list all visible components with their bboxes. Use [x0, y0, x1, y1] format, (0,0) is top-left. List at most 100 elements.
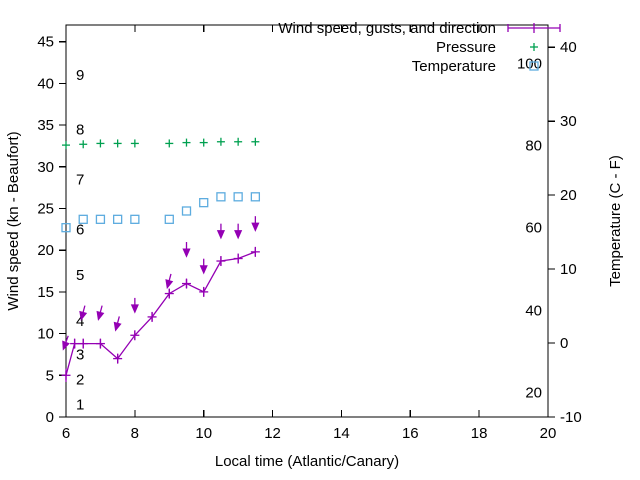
- wind-speed-point: [199, 286, 209, 297]
- legend-square: [529, 61, 539, 71]
- wind-direction-arrow: [234, 223, 243, 240]
- y-tick-label: 35: [37, 117, 54, 134]
- wind-speed-series: [61, 246, 260, 382]
- wind-speed-point: [250, 246, 260, 257]
- wind-speed-point: [113, 353, 123, 364]
- y-tick-label: 30: [37, 159, 54, 176]
- y-axis-ticks: 0 5 10 15 20 25 30 35 40 45: [37, 34, 66, 426]
- wind-direction-arrow: [251, 216, 260, 232]
- wind-direction-arrow: [113, 316, 122, 332]
- y-tick-label: 40: [37, 75, 54, 92]
- y-axis-title: Wind speed (kn - Beaufort): [5, 131, 22, 310]
- arrow-head: [130, 304, 139, 314]
- fahrenheit-label: 20: [525, 385, 542, 402]
- arrow-head: [234, 230, 243, 240]
- wind-speed-point: [147, 311, 157, 322]
- beaufort-label: 6: [76, 221, 84, 238]
- y2-tick-label: -10: [560, 409, 582, 426]
- y2-axis-ticks: -10 0 10 20 30 40: [548, 39, 582, 426]
- wind-direction-arrow: [79, 305, 88, 321]
- temperature-series: [61, 192, 261, 233]
- temperature-point: [78, 214, 88, 224]
- wind-speed-point: [182, 278, 191, 289]
- y-tick-label: 0: [46, 409, 54, 426]
- wind-direction-arrow: [165, 273, 174, 290]
- beaufort-label: 5: [76, 267, 84, 284]
- y2-tick-label: 0: [560, 335, 568, 352]
- wind-speed-line: [65, 251, 256, 376]
- temperature-point: [130, 214, 140, 224]
- wind-speed-point: [216, 256, 226, 267]
- y2-tick-label: 10: [560, 261, 577, 278]
- wind-direction-arrow: [96, 305, 105, 321]
- beaufort-scale-labels: 1 2 3 4 5 6 7 8 9: [76, 67, 84, 413]
- arrow-head: [113, 321, 122, 332]
- y-tick-label: 20: [37, 242, 54, 259]
- arrow-head: [165, 279, 174, 290]
- arrow-head: [251, 222, 260, 232]
- wind-direction-arrow: [199, 258, 208, 275]
- y-tick-label: 15: [37, 284, 54, 301]
- temperature-point: [216, 192, 226, 202]
- x-tick-label: 8: [131, 425, 139, 442]
- beaufort-label: 3: [76, 346, 84, 363]
- wind-speed-point: [78, 338, 88, 349]
- legend-label: Pressure: [436, 39, 496, 56]
- y2-tick-label: 40: [560, 39, 577, 56]
- wind-speed-point: [233, 253, 243, 264]
- chart-legend: Wind speed, gusts, and direction Pressure…: [278, 20, 561, 75]
- fahrenheit-label: 40: [525, 302, 542, 319]
- arrow-head: [182, 248, 191, 258]
- y-tick-label: 5: [46, 367, 54, 384]
- pressure-point: [130, 139, 139, 148]
- legend-entry: Temperature: [412, 58, 539, 75]
- temperature-point: [95, 214, 106, 224]
- wind-speed-point: [130, 330, 140, 341]
- y-tick-label: 10: [37, 326, 54, 343]
- arrow-head: [199, 265, 208, 275]
- pressure-point: [234, 137, 243, 146]
- beaufort-label: 8: [76, 121, 84, 138]
- y-tick-label: 45: [37, 34, 54, 51]
- x-tick-label: 6: [62, 425, 70, 442]
- x-tick-label: 18: [471, 425, 488, 442]
- arrow-head: [216, 230, 225, 240]
- x-axis-ticks: 6 8 10 12 14 16 18 20: [62, 25, 556, 442]
- y2-tick-label: 30: [560, 113, 577, 130]
- arrow-head: [79, 310, 88, 321]
- beaufort-label: 7: [76, 171, 84, 188]
- wind-speed-point: [61, 368, 71, 382]
- pressure-point: [251, 137, 260, 146]
- beaufort-label: 2: [76, 371, 84, 388]
- pressure-point: [96, 139, 105, 148]
- wind-speed-point: [70, 338, 80, 349]
- temperature-point: [164, 214, 174, 224]
- y-tick-label: 25: [37, 200, 54, 217]
- wind-direction-arrow: [130, 297, 139, 314]
- pressure-point: [216, 137, 225, 146]
- x-axis-title: Local time (Atlantic/Canary): [215, 453, 399, 470]
- temperature-point: [61, 223, 71, 233]
- x-tick-label: 16: [402, 425, 419, 442]
- arrow-head: [96, 310, 105, 321]
- pressure-point: [113, 139, 122, 148]
- fahrenheit-label: 80: [525, 138, 542, 155]
- temperature-point: [112, 214, 123, 224]
- pressure-series: [62, 137, 260, 150]
- wind-direction-arrow: [216, 223, 225, 240]
- beaufort-label: 9: [76, 67, 84, 84]
- legend-label: Temperature: [412, 58, 496, 75]
- beaufort-label: 4: [76, 313, 84, 330]
- pressure-point: [165, 139, 174, 148]
- pressure-point: [199, 138, 208, 147]
- wind-direction-arrow: [62, 335, 70, 351]
- temperature-point: [233, 192, 243, 202]
- wind-speed-point: [164, 288, 174, 299]
- legend-entry: Pressure: [436, 39, 538, 56]
- y2-axis-title: Temperature (C - F): [607, 155, 624, 287]
- temperature-point: [181, 206, 192, 216]
- legend-entry: Wind speed, gusts, and direction: [278, 20, 561, 37]
- x-tick-label: 12: [264, 425, 281, 442]
